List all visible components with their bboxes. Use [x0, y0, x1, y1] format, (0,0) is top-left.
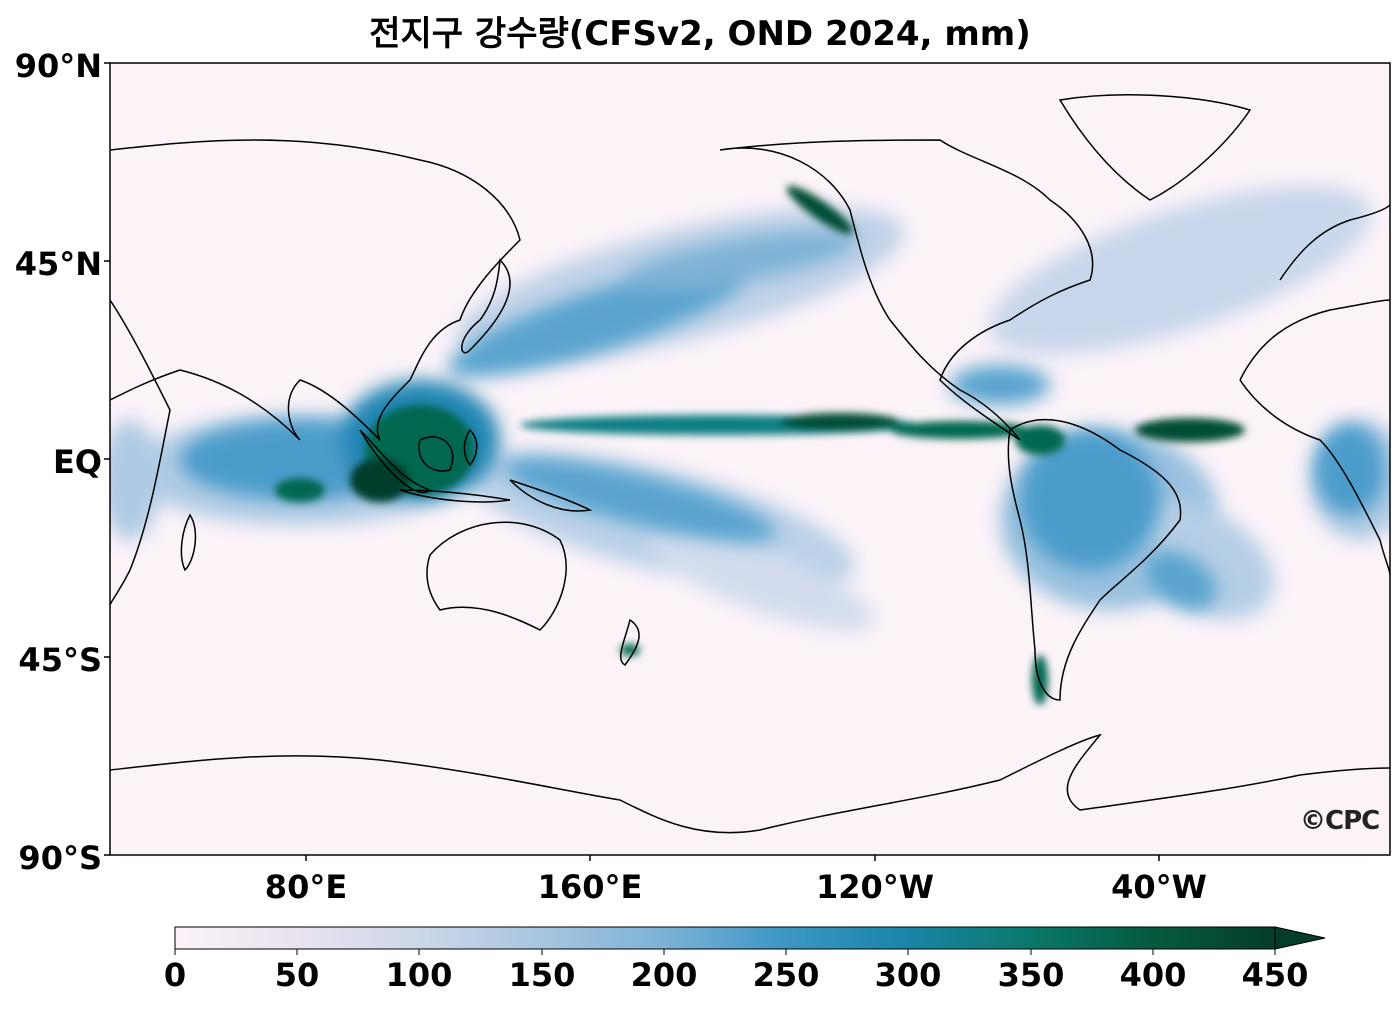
- lon-label-40w: 40°W: [1111, 868, 1207, 906]
- colorbar-label: 350: [997, 956, 1065, 994]
- lat-label-90n: 90°N: [14, 47, 102, 85]
- lon-label-120w: 120°W: [815, 868, 935, 906]
- colorbar-label: 200: [630, 956, 698, 994]
- axis-ticks: [104, 62, 1160, 861]
- colorbar-label: 0: [163, 956, 187, 994]
- lat-label-45n: 45°N: [14, 245, 102, 283]
- colorbar-label: 400: [1119, 956, 1187, 994]
- colorbar: [174, 926, 1326, 955]
- colorbar-label: 250: [752, 956, 820, 994]
- colorbar-label: 50: [274, 956, 320, 994]
- colorbar-label: 300: [874, 956, 942, 994]
- lat-label-90s: 90°S: [18, 839, 102, 877]
- lat-label-eq: EQ: [52, 443, 102, 481]
- cpc-credit: ©CPC: [1300, 806, 1380, 836]
- colorbar-label: 450: [1241, 956, 1309, 994]
- lat-label-45s: 45°S: [18, 641, 102, 679]
- precipitation-field: [110, 185, 1390, 705]
- map-title: 전지구 강수량(CFSv2, OND 2024, mm): [369, 14, 1031, 54]
- lon-label-160e: 160°E: [537, 868, 643, 906]
- lon-label-80e: 80°E: [264, 868, 348, 906]
- colorbar-label: 150: [508, 956, 576, 994]
- colorbar-label: 100: [385, 956, 453, 994]
- coastlines: [110, 94, 1390, 834]
